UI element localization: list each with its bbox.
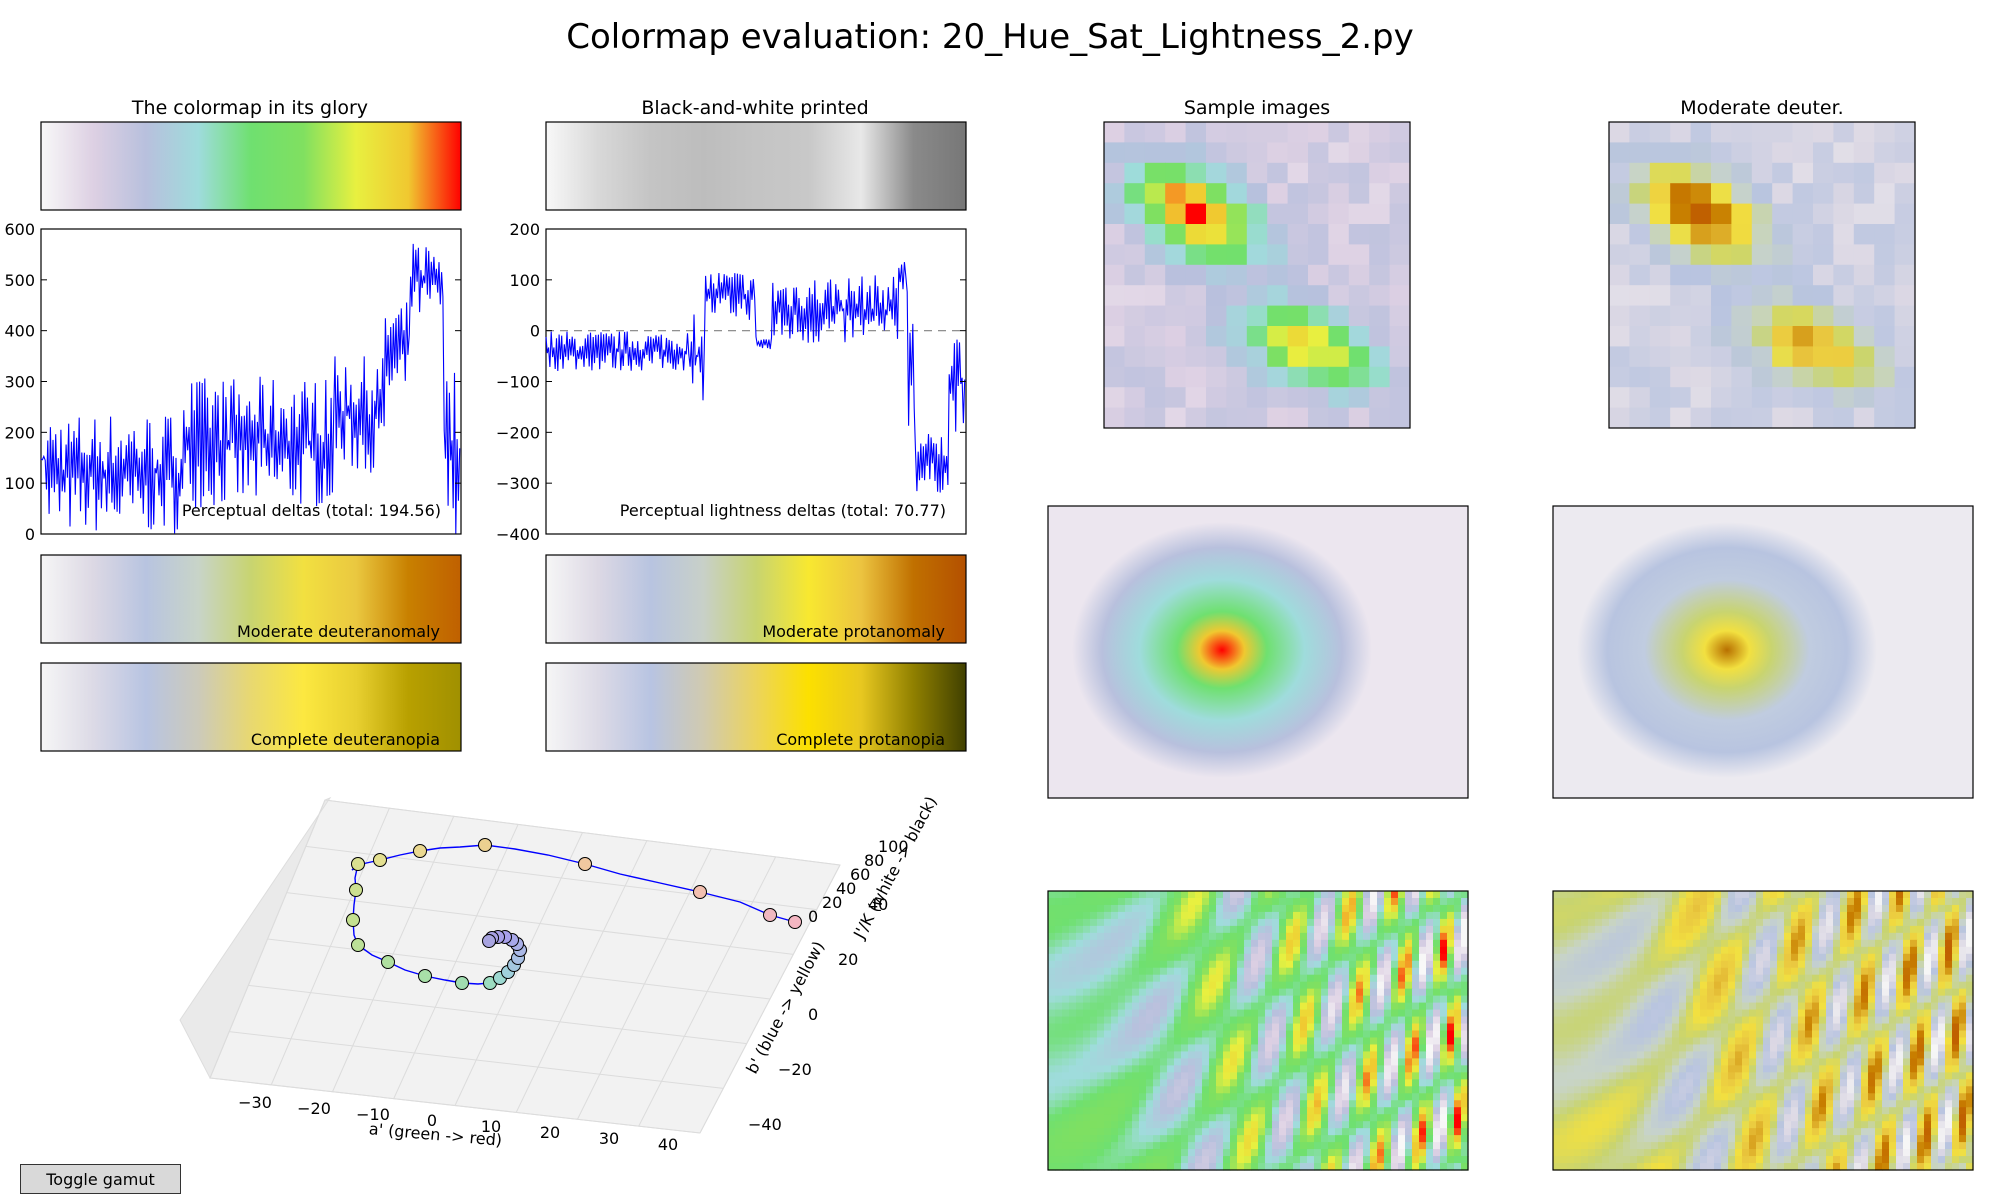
y-tick-label: 300 — [4, 373, 35, 392]
perceptual-deltas-plot: 0 100 200 300 400 500 600 Perceptual deltas (to… — [4, 220, 462, 544]
delta-total-annotation: Perceptual lightness deltas (total: 70.7… — [620, 501, 946, 520]
gamut-point — [418, 969, 432, 983]
gamut-point — [478, 838, 492, 852]
protan-colorbar — [545, 554, 967, 644]
gamut-point — [349, 883, 363, 897]
sample-image-heatmap — [1103, 121, 1411, 429]
x-tick-label: 0 — [427, 1111, 437, 1130]
gamut-3d-plot: −30 −20 −10 0 10 20 30 40−40−200204002040608010… — [179, 793, 941, 1154]
bw-colorbar — [545, 121, 967, 211]
gamut-point — [381, 955, 395, 969]
y-tick-label: 500 — [4, 271, 35, 290]
toggle-gamut-button[interactable]: Toggle gamut — [20, 1164, 181, 1194]
y-tick-label: 0 — [25, 525, 35, 544]
y-tick-label: 0 — [808, 1005, 818, 1024]
deutan-full-label: Complete deuteranopia — [251, 730, 440, 749]
deuter-image-terrain — [1552, 505, 1974, 799]
y-tick-label: 100 — [4, 474, 35, 493]
gamut-point — [351, 938, 365, 952]
deutan-label: Moderate deuteranomaly — [237, 622, 440, 641]
x-tick-label: −30 — [238, 1093, 272, 1112]
deuter-image-heatmap — [1608, 121, 1916, 429]
delta-total-annotation: Perceptual deltas (total: 194.56) — [182, 501, 441, 520]
y-tick-label: 200 — [4, 423, 35, 442]
gamut-point — [373, 853, 387, 867]
y-tick-label: −40 — [748, 1115, 782, 1134]
y-tick-label: −100 — [496, 373, 540, 392]
glory-colorbar — [40, 121, 462, 211]
gamut-point — [578, 857, 592, 871]
z-tick-label: 100 — [878, 837, 909, 856]
y-tick-label: −400 — [496, 525, 540, 544]
gamut-point — [482, 934, 496, 948]
deutan-full-colorbar — [40, 662, 462, 752]
z-tick-label: 40 — [836, 879, 856, 898]
glory-title: The colormap in its glory — [131, 97, 368, 119]
y-tick-label: 40 — [868, 895, 888, 914]
deutan-colorbar — [40, 554, 462, 644]
z-tick-label: 60 — [850, 865, 870, 884]
sample-image-terrain — [1047, 505, 1469, 799]
delta-series-line — [545, 262, 966, 493]
y-tick-label: −20 — [778, 1060, 812, 1079]
y-tick-label: −300 — [496, 474, 540, 493]
protan-full-colorbar — [545, 662, 967, 752]
sample-image-waves — [1047, 890, 1469, 1171]
gamut-point — [693, 885, 707, 899]
protan-full-label: Complete protanopia — [776, 730, 945, 749]
y-tick-label: 400 — [4, 322, 35, 341]
gamut-point — [788, 915, 802, 929]
x-tick-label: 10 — [481, 1117, 501, 1136]
gamut-point — [455, 976, 469, 990]
delta-series-line — [40, 243, 461, 534]
gamut-point — [413, 844, 427, 858]
y-tick-label: 100 — [509, 271, 540, 290]
y-tick-label: 0 — [530, 322, 540, 341]
z-tick-label: 20 — [822, 893, 842, 912]
gamut-point — [351, 857, 365, 871]
y-tick-label: 600 — [4, 220, 35, 239]
figure-title: Colormap evaluation: 20_Hue_Sat_Lightnes… — [566, 17, 1414, 57]
x-tick-label: 40 — [658, 1135, 678, 1154]
z-tick-label: 80 — [864, 851, 884, 870]
lightness-deltas-plot: −400 −300 −200 −100 0 100 200 Perceptual lightn… — [496, 220, 967, 544]
x-tick-label: 30 — [599, 1129, 619, 1148]
y-tick-label: −200 — [496, 423, 540, 442]
y-tick-label: 20 — [838, 950, 858, 969]
y-tick-label: 200 — [509, 220, 540, 239]
bw-title: Black-and-white printed — [641, 97, 868, 119]
x-tick-label: 20 — [540, 1123, 560, 1142]
x-tick-label: −10 — [356, 1105, 390, 1124]
sample-images-title: Sample images — [1184, 97, 1330, 119]
z-tick-label: 0 — [808, 907, 818, 926]
deuter-image-waves — [1552, 890, 1974, 1171]
gamut-point — [763, 908, 777, 922]
x-tick-label: −20 — [297, 1099, 331, 1118]
protan-label: Moderate protanomaly — [762, 622, 945, 641]
gamut-point — [346, 913, 360, 927]
moderate-deuter-title: Moderate deuter. — [1680, 97, 1843, 119]
